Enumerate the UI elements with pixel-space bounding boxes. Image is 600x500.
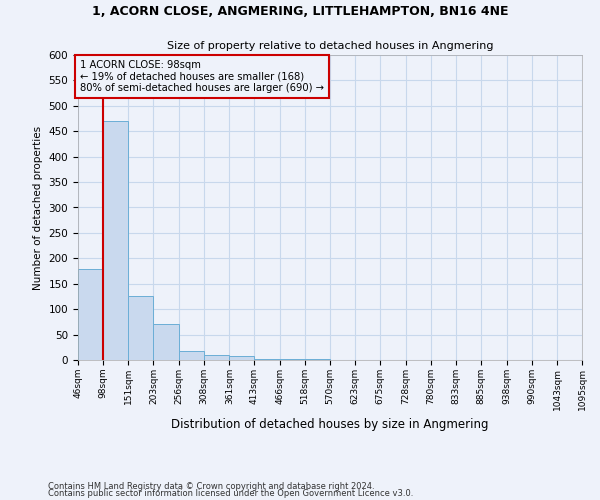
Bar (254, 359, 280, 360)
Bar (204, 355, 229, 360)
Text: Contains public sector information licensed under the Open Government Licence v3: Contains public sector information licen… (48, 489, 413, 498)
Bar (179, 351, 204, 360)
Bar (128, 296, 154, 360)
Y-axis label: Number of detached properties: Number of detached properties (33, 126, 43, 290)
X-axis label: Distribution of detached houses by size in Angmering: Distribution of detached houses by size … (171, 418, 489, 431)
Text: 1 ACORN CLOSE: 98sqm
← 19% of detached houses are smaller (168)
80% of semi-deta: 1 ACORN CLOSE: 98sqm ← 19% of detached h… (80, 60, 324, 94)
Title: Size of property relative to detached houses in Angmering: Size of property relative to detached ho… (167, 42, 493, 51)
Bar (103, 121, 128, 360)
Text: 1, ACORN CLOSE, ANGMERING, LITTLEHAMPTON, BN16 4NE: 1, ACORN CLOSE, ANGMERING, LITTLEHAMPTON… (92, 5, 508, 18)
Bar (154, 324, 179, 360)
Text: Contains HM Land Registry data © Crown copyright and database right 2024.: Contains HM Land Registry data © Crown c… (48, 482, 374, 491)
Bar (78, 268, 103, 360)
Bar (229, 356, 254, 360)
